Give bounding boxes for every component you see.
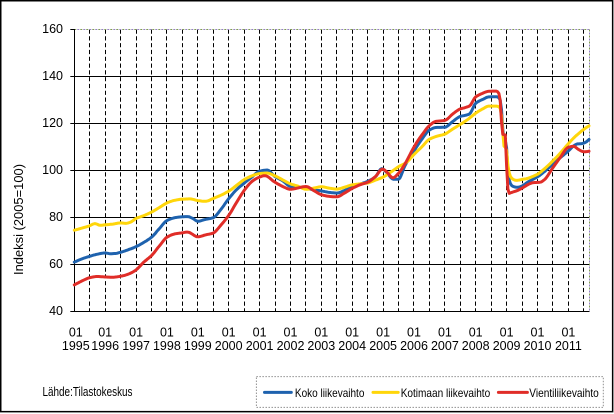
svg-text:01: 01 [69, 326, 83, 340]
svg-text:01: 01 [160, 326, 174, 340]
svg-text:01: 01 [561, 326, 575, 340]
svg-text:120: 120 [42, 116, 63, 130]
svg-text:Koko liikevaihto: Koko liikevaihto [295, 386, 365, 400]
svg-text:1998: 1998 [153, 339, 181, 353]
svg-text:Vientiliikevaihto: Vientiliikevaihto [529, 386, 599, 400]
svg-text:01: 01 [469, 326, 483, 340]
svg-text:2005: 2005 [369, 339, 397, 353]
svg-text:1999: 1999 [184, 339, 212, 353]
svg-text:2011: 2011 [555, 339, 582, 353]
svg-text:01: 01 [345, 326, 359, 340]
svg-text:2004: 2004 [338, 339, 366, 353]
svg-text:Indeksi (2005=100): Indeksi (2005=100) [12, 164, 26, 275]
svg-text:2009: 2009 [493, 339, 521, 353]
svg-text:01: 01 [284, 326, 298, 340]
svg-text:01: 01 [98, 326, 112, 340]
svg-text:40: 40 [49, 304, 63, 318]
svg-text:01: 01 [407, 326, 421, 340]
svg-text:01: 01 [191, 326, 205, 340]
svg-text:60: 60 [49, 257, 63, 271]
svg-text:2010: 2010 [524, 339, 552, 353]
svg-text:2006: 2006 [400, 339, 428, 353]
svg-text:2003: 2003 [307, 339, 335, 353]
svg-text:01: 01 [253, 326, 267, 340]
svg-text:01: 01 [531, 326, 545, 340]
svg-text:Lähde:Tilastokeskus: Lähde:Tilastokeskus [43, 385, 133, 399]
svg-text:2002: 2002 [277, 339, 305, 353]
svg-text:2007: 2007 [431, 339, 459, 353]
svg-text:1995: 1995 [62, 339, 90, 353]
svg-text:2008: 2008 [462, 339, 490, 353]
svg-text:80: 80 [49, 210, 63, 224]
svg-text:2001: 2001 [246, 339, 274, 353]
svg-text:01: 01 [438, 326, 452, 340]
svg-text:1996: 1996 [91, 339, 119, 353]
svg-text:01: 01 [376, 326, 390, 340]
svg-text:01: 01 [500, 326, 514, 340]
svg-text:01: 01 [222, 326, 236, 340]
svg-text:140: 140 [42, 69, 63, 83]
svg-text:2000: 2000 [215, 339, 243, 353]
svg-text:1997: 1997 [122, 339, 150, 353]
svg-text:01: 01 [314, 326, 328, 340]
svg-text:100: 100 [42, 163, 63, 177]
svg-text:01: 01 [129, 326, 143, 340]
svg-text:160: 160 [42, 22, 63, 36]
svg-text:Kotimaan liikevaihto: Kotimaan liikevaihto [401, 386, 491, 400]
